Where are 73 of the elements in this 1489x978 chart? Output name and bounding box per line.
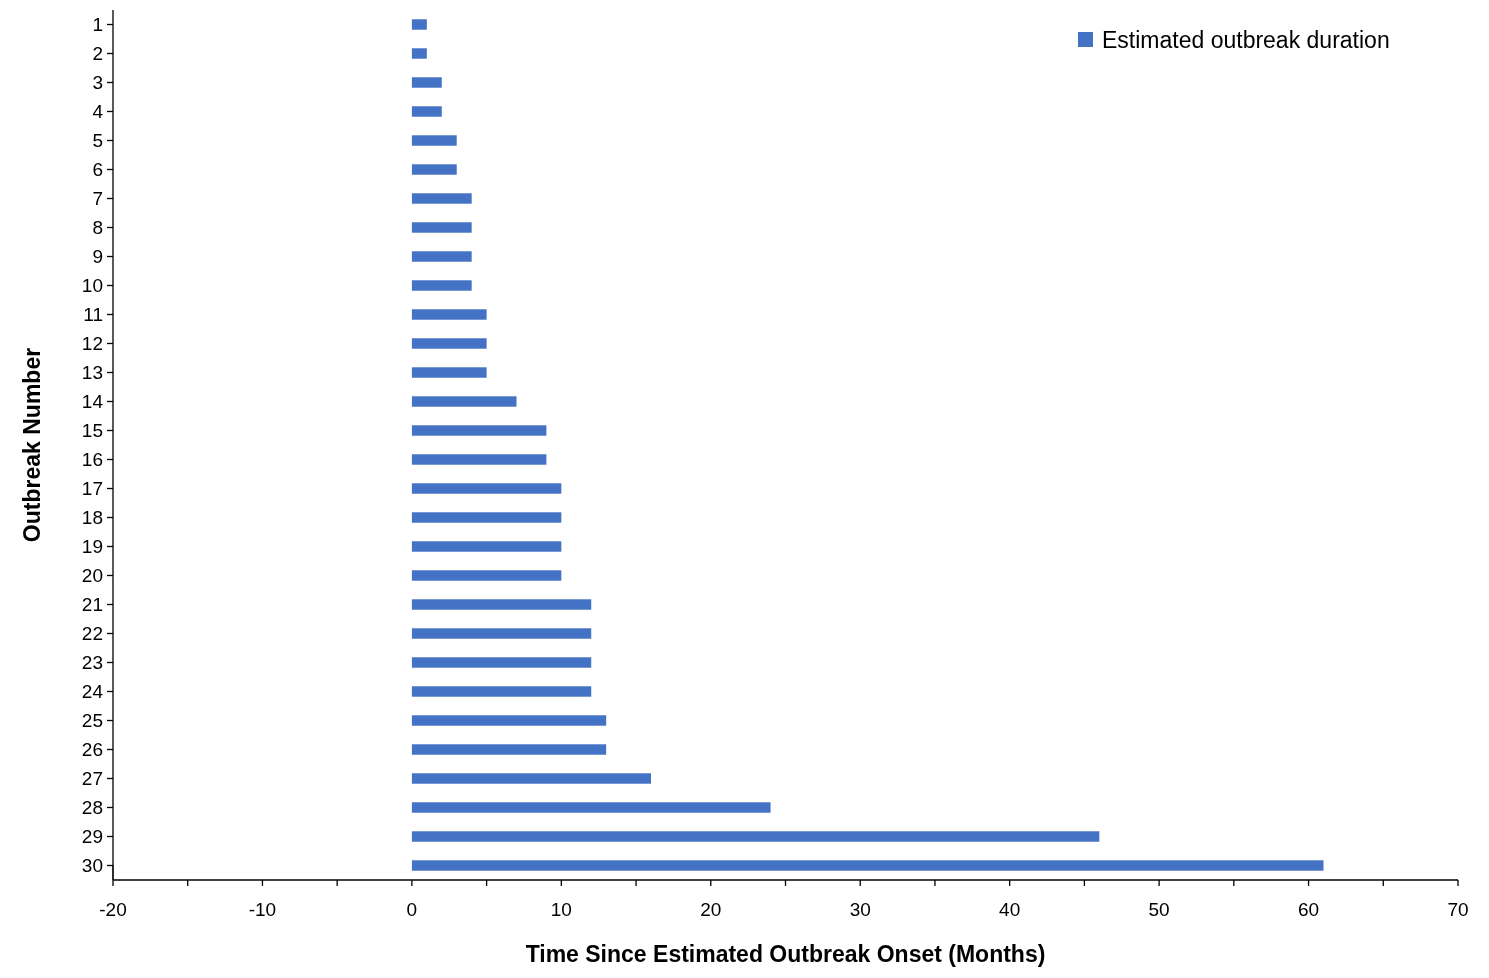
bar bbox=[411, 425, 547, 436]
x-tick-label: -20 bbox=[99, 899, 127, 920]
y-tick-label: 4 bbox=[92, 101, 104, 123]
bar bbox=[411, 831, 1100, 842]
bar bbox=[411, 280, 472, 291]
bar bbox=[411, 628, 592, 639]
y-tick-label: 14 bbox=[81, 391, 104, 413]
y-tick-label: 1 bbox=[92, 14, 103, 36]
y-tick-label: 9 bbox=[92, 246, 103, 268]
x-tick-label: 60 bbox=[1297, 899, 1320, 920]
x-tick-label: 30 bbox=[849, 899, 871, 920]
bar bbox=[411, 135, 457, 146]
x-tick-label: 20 bbox=[700, 899, 722, 920]
x-tick-label: 70 bbox=[1447, 899, 1469, 920]
y-tick-label: 27 bbox=[81, 768, 103, 790]
x-tick-label: 40 bbox=[999, 899, 1021, 920]
bar bbox=[411, 48, 427, 59]
bar bbox=[411, 715, 607, 726]
bar bbox=[411, 802, 771, 813]
y-tick-label: 5 bbox=[92, 130, 103, 152]
x-tick-label: -10 bbox=[248, 899, 277, 920]
bar bbox=[411, 599, 592, 610]
bar bbox=[411, 222, 472, 233]
bar bbox=[411, 483, 562, 494]
bar bbox=[411, 744, 607, 755]
y-tick-label: 19 bbox=[81, 536, 103, 558]
x-tick-label: 0 bbox=[406, 899, 418, 920]
y-tick-label: 12 bbox=[81, 333, 103, 355]
y-tick-label: 16 bbox=[81, 449, 103, 471]
y-tick-label: 6 bbox=[92, 159, 103, 181]
y-tick-label: 2 bbox=[92, 43, 103, 65]
y-tick-label: 15 bbox=[81, 420, 103, 442]
bar bbox=[411, 193, 472, 204]
legend-label: Estimated outbreak duration bbox=[1102, 27, 1390, 54]
x-tick-label: 10 bbox=[550, 899, 572, 920]
bar bbox=[411, 19, 427, 30]
bar bbox=[411, 309, 487, 320]
bar bbox=[411, 251, 472, 262]
y-tick-label: 26 bbox=[81, 739, 103, 761]
y-tick-label: 29 bbox=[81, 826, 103, 848]
y-tick-label: 3 bbox=[92, 72, 103, 94]
bar bbox=[411, 541, 562, 552]
bar bbox=[411, 686, 592, 697]
bar bbox=[411, 367, 487, 378]
y-tick-label: 24 bbox=[81, 681, 104, 703]
y-tick-label: 23 bbox=[81, 652, 103, 674]
bar bbox=[411, 106, 442, 117]
x-tick-label: 50 bbox=[1148, 899, 1170, 920]
y-tick-label: 30 bbox=[81, 855, 103, 877]
bar bbox=[411, 773, 651, 784]
bar bbox=[411, 164, 457, 175]
bar bbox=[411, 454, 547, 465]
y-tick-label: 10 bbox=[81, 275, 103, 297]
y-tick-label: 28 bbox=[81, 797, 103, 819]
y-tick-label: 20 bbox=[81, 565, 103, 587]
bar bbox=[411, 512, 562, 523]
x-axis-title: Time Since Estimated Outbreak Onset (Months) bbox=[525, 941, 1046, 967]
y-tick-label: 17 bbox=[81, 478, 103, 500]
y-tick-label: 13 bbox=[81, 362, 103, 384]
bar bbox=[411, 570, 562, 581]
bar bbox=[411, 396, 517, 407]
y-tick-label: 21 bbox=[81, 594, 103, 616]
y-tick-label: 7 bbox=[92, 188, 103, 210]
y-axis-title: Outbreak Number bbox=[19, 347, 45, 543]
y-tick-label: 22 bbox=[81, 623, 103, 645]
y-tick-label: 8 bbox=[92, 217, 103, 239]
bar bbox=[411, 77, 442, 88]
bar bbox=[411, 657, 592, 668]
bar bbox=[411, 338, 487, 349]
y-tick-label: 18 bbox=[81, 507, 103, 529]
y-tick-label: 11 bbox=[83, 304, 103, 326]
y-tick-label: 25 bbox=[81, 710, 103, 732]
bar bbox=[411, 860, 1324, 871]
